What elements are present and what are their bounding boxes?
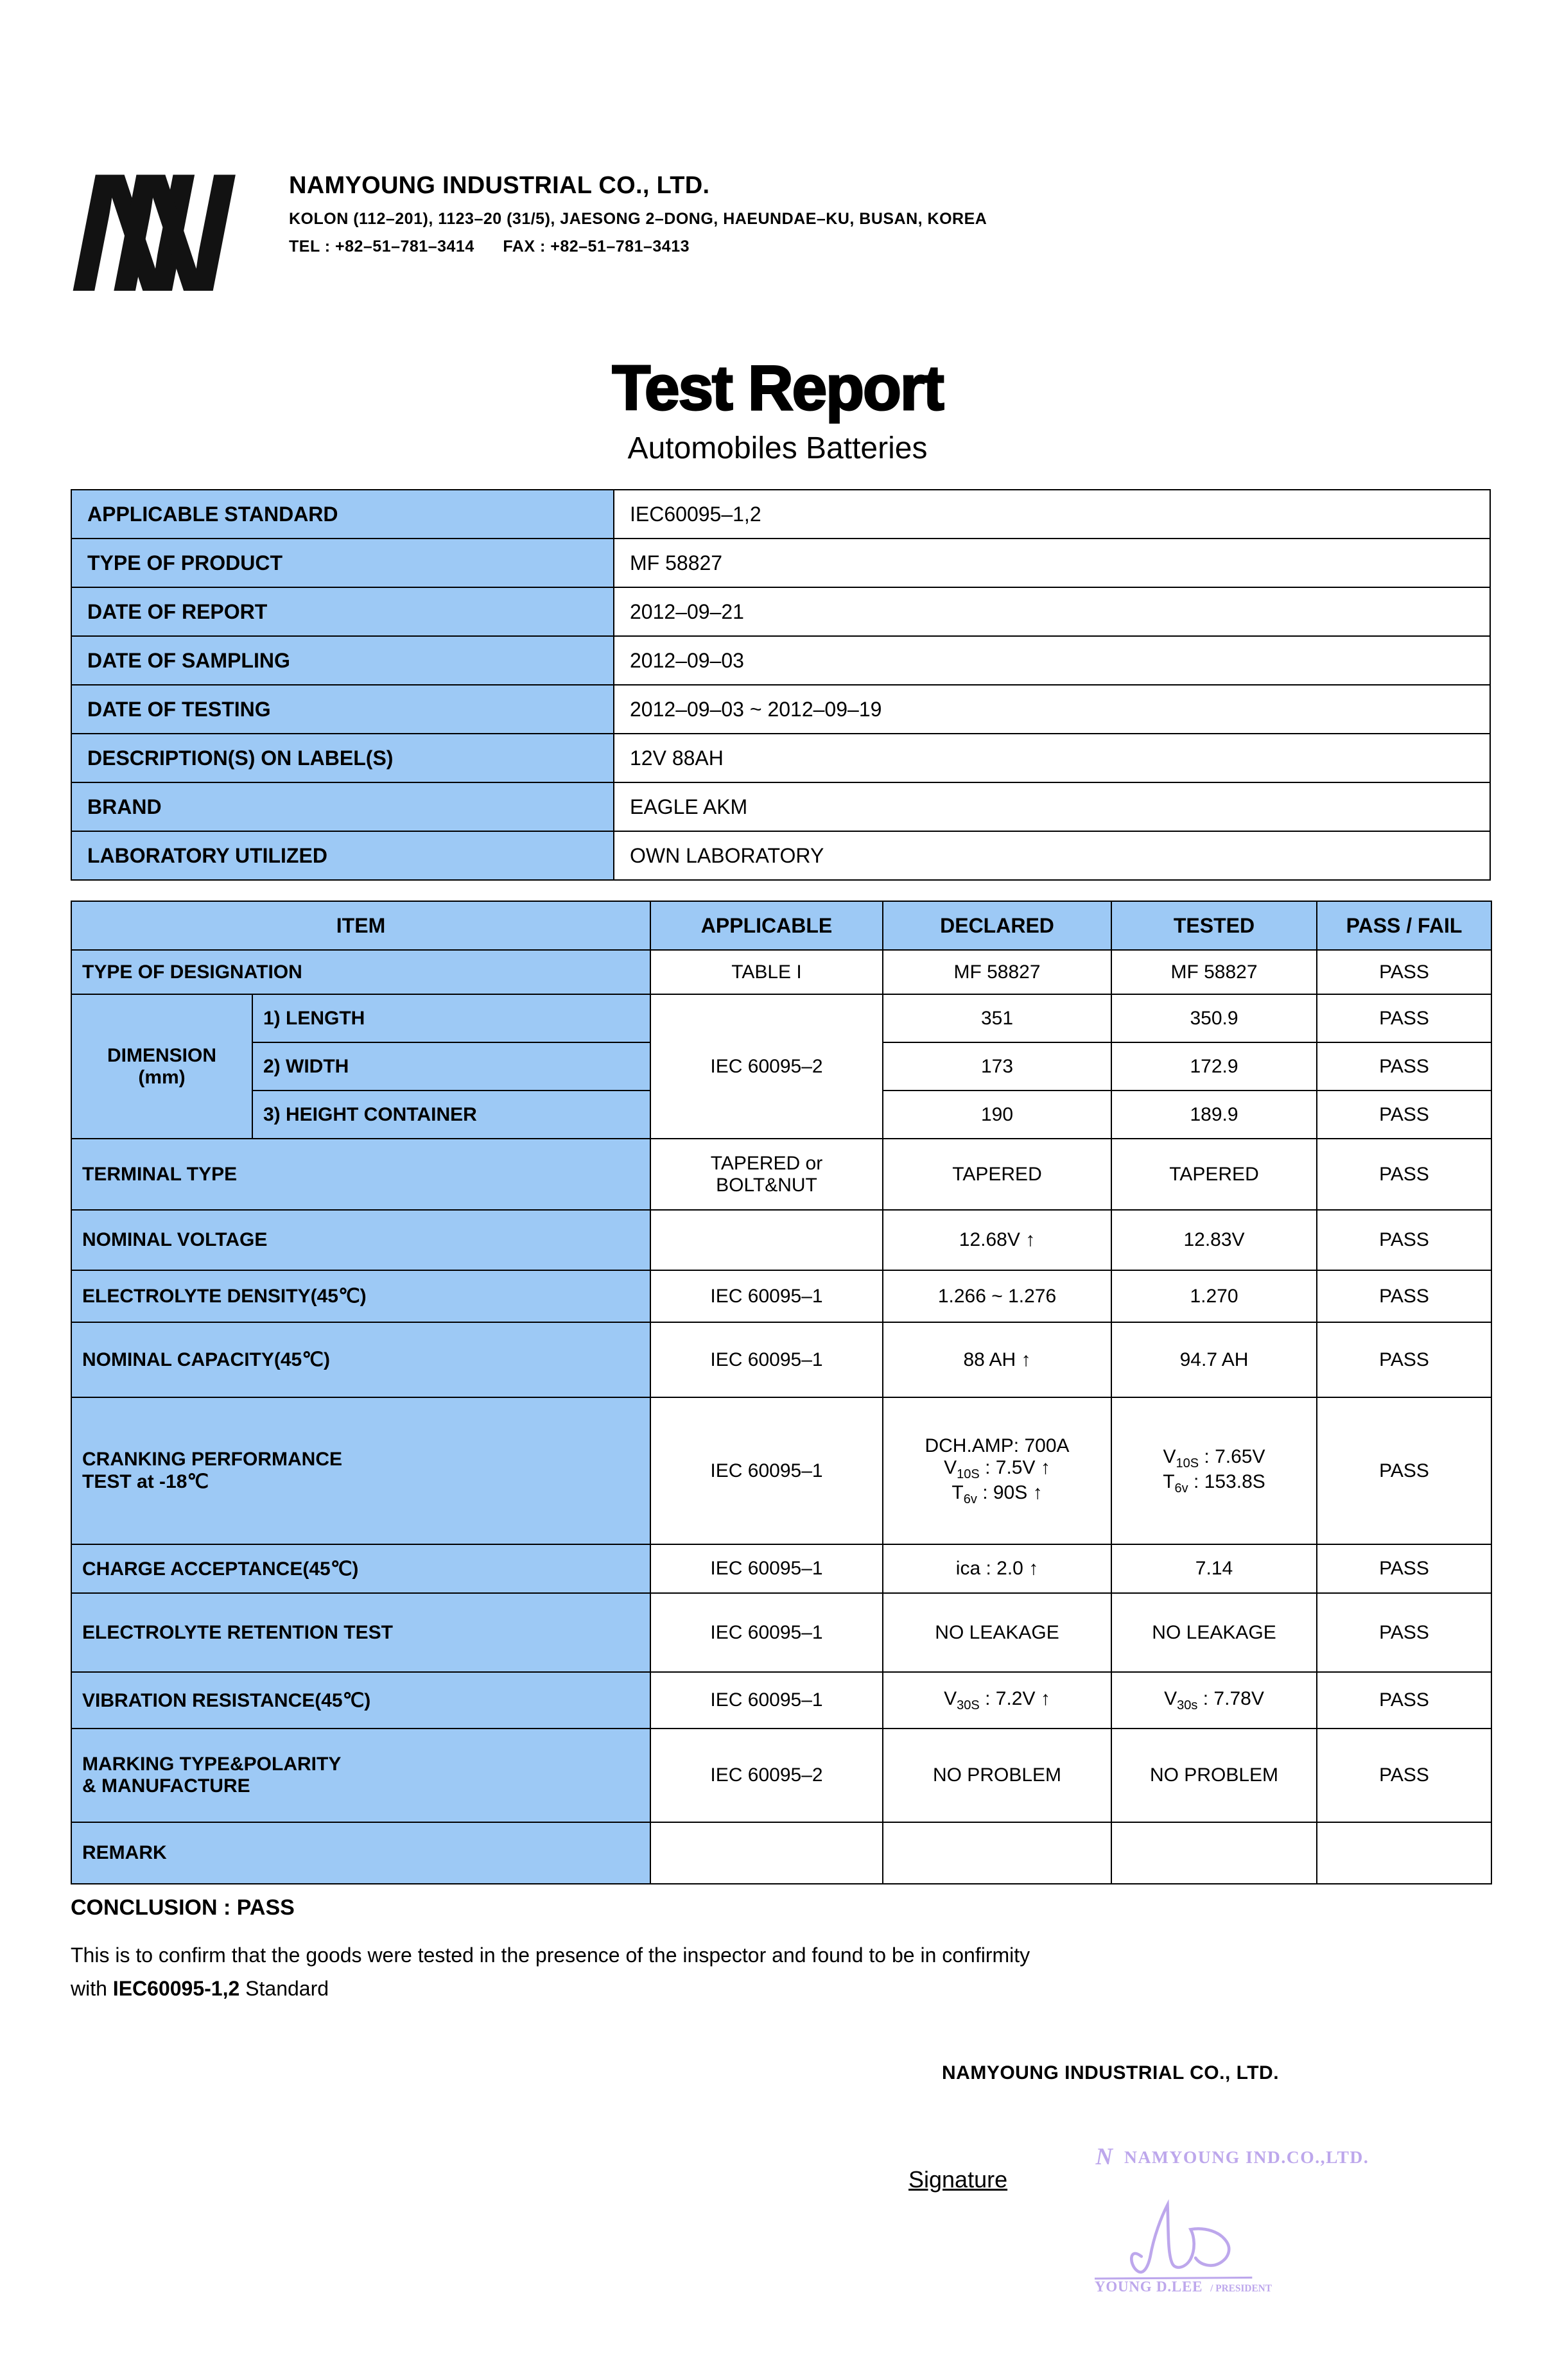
svg-text:N: N xyxy=(1095,2143,1114,2169)
svg-text:YOUNG D.LEE: YOUNG D.LEE xyxy=(1095,2279,1203,2293)
svg-text:/ PRESIDENT: / PRESIDENT xyxy=(1210,2283,1272,2293)
svg-text:NAMYOUNG IND.CO.,LTD.: NAMYOUNG IND.CO.,LTD. xyxy=(1124,2147,1369,2167)
